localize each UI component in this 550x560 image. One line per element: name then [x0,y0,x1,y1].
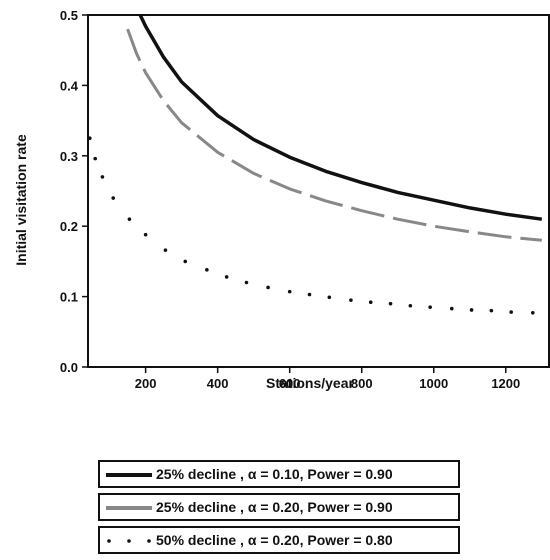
y-tick-label: 0.3 [60,149,78,164]
series-3-point [205,268,209,272]
legend-swatch-1 [106,473,152,477]
series-3-point [127,217,132,221]
legend-swatch-3 [107,539,151,543]
legend-label-1: 25% decline , α = 0.10, Power = 0.90 [156,466,393,482]
legend-label-3: 50% decline , α = 0.20, Power = 0.80 [156,532,393,548]
x-tick-label: 600 [279,376,301,391]
plot-frame [87,14,550,368]
series-3-point [163,248,168,252]
chart: 200 400 600 800 1000 1200 0.0 0.1 0.2 0.3 0.4 0.5 S… [13,8,550,391]
series-3 [88,136,535,315]
series-3-point [287,289,292,294]
series-3-point [469,308,474,312]
y-tick-label: 0.1 [60,290,78,305]
x-tick-label: 200 [135,376,157,391]
legend-label-2: 25% decline , α = 0.20, Power = 0.90 [156,499,393,515]
series-3-point [307,292,312,297]
legend-item-3: 50% decline , α = 0.20, Power = 0.80 [98,526,460,554]
series-3-point [244,280,249,285]
series-3-point [100,175,105,179]
x-tick-label: 400 [207,376,229,391]
x-tick-label: 1000 [419,376,448,391]
series-3-point [327,295,332,300]
series-3-point [489,308,494,313]
series-3-point [266,285,270,290]
series-3-point [428,305,432,309]
x-tick-label: 1200 [491,376,520,391]
series-3-point [93,156,98,161]
series-layer [88,14,543,315]
legend-item-2: 25% decline , α = 0.20, Power = 0.90 [98,493,460,521]
x-tick-label: 800 [351,376,373,391]
series-3-point [530,310,535,315]
series-1-line [138,14,543,221]
x-axis-title: Stations/year [266,375,354,391]
series-2-line [126,28,542,242]
series-3-point [449,306,454,311]
series-3-point [111,196,116,200]
y-tick-label: 0.2 [60,219,78,234]
y-tick-label: 0.0 [60,360,78,375]
legend-swatch-2 [106,506,152,510]
y-tick-label: 0.4 [60,78,79,93]
y-tick-label: 0.5 [60,8,78,23]
axes: 200 400 600 800 1000 1200 0.0 0.1 0.2 0.3 0.4 0.5 [60,8,550,391]
series-3-point [224,275,229,279]
series-3-point [509,310,513,314]
series-3-point [349,298,353,302]
y-axis-title: Initial visitation rate [13,134,29,266]
series-3-point [88,136,92,140]
series-3-point [143,232,148,237]
legend-item-1: 25% decline , α = 0.10, Power = 0.90 [98,460,460,488]
series-3-point [408,303,413,308]
series-3-point [388,301,393,306]
series-3-point [183,259,188,264]
series-3-point [368,300,373,305]
